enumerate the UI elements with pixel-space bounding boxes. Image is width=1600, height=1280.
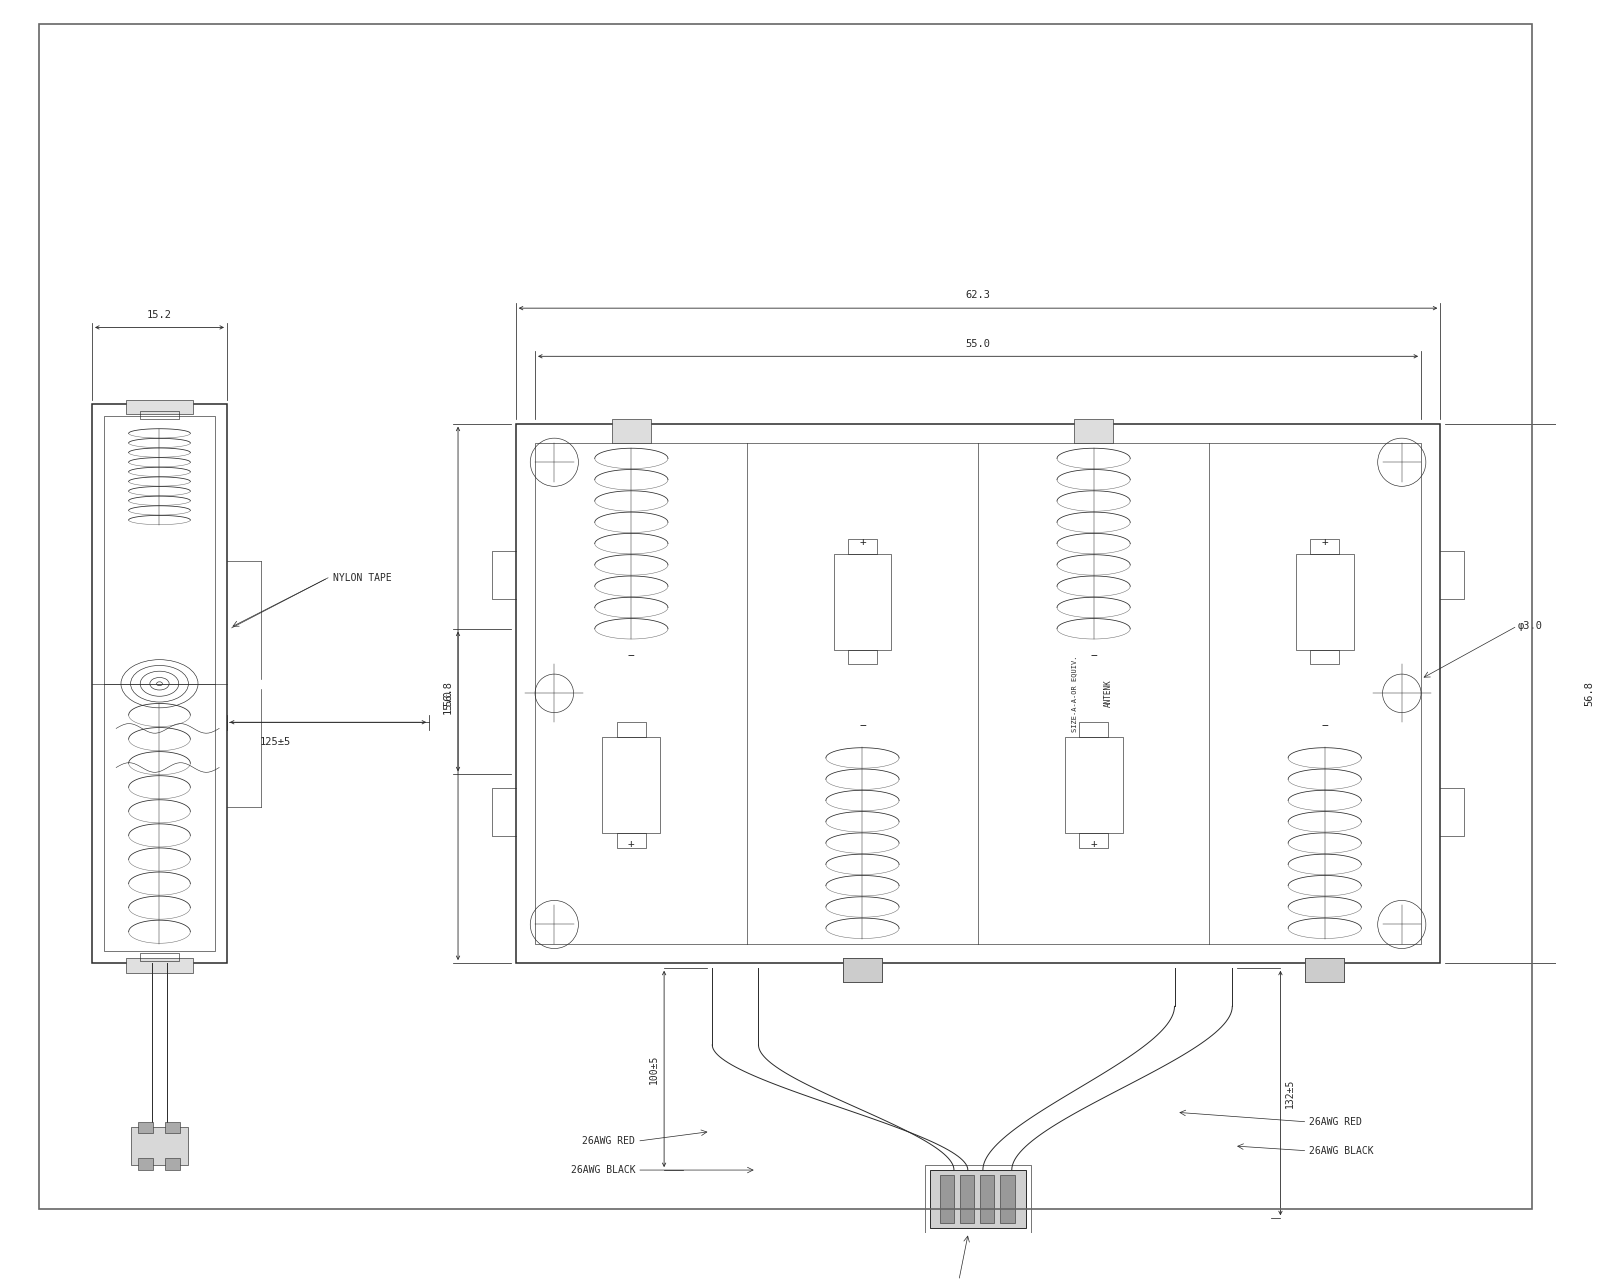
Bar (618, 833, 646, 847)
Bar (1296, 553, 1354, 650)
Text: 56.8: 56.8 (1584, 681, 1595, 705)
Bar (848, 650, 877, 664)
Text: +: + (1322, 538, 1328, 548)
Text: SIZE-A-A-OR EQUIV.: SIZE-A-A-OR EQUIV. (1072, 655, 1077, 732)
Bar (131, 1126, 189, 1165)
Text: 26AWG BLACK: 26AWG BLACK (1309, 1146, 1374, 1156)
Text: 62.3: 62.3 (965, 291, 990, 301)
Text: 56.8: 56.8 (443, 681, 453, 705)
Bar (165, 1158, 179, 1170)
Bar (1306, 959, 1344, 982)
Text: 26AWG BLACK: 26AWG BLACK (571, 1165, 635, 1175)
Text: 132±5: 132±5 (1285, 1078, 1296, 1107)
Text: NYLON TAPE: NYLON TAPE (333, 573, 392, 582)
Bar (1310, 539, 1339, 553)
Bar (1064, 737, 1123, 833)
Bar (979, 1175, 995, 1222)
Bar (618, 722, 646, 737)
Bar (1306, 959, 1344, 982)
Text: 100±5: 100±5 (650, 1055, 659, 1084)
Text: ANTENK: ANTENK (1104, 680, 1112, 708)
Text: +: + (1090, 840, 1098, 850)
Text: +: + (859, 538, 866, 548)
Text: −: − (1322, 721, 1328, 731)
Bar (925, 1165, 1030, 1233)
Bar (1078, 722, 1109, 737)
Text: φ3.0: φ3.0 (1517, 621, 1542, 631)
Text: 125±5: 125±5 (259, 737, 291, 746)
Bar (515, 424, 1440, 963)
Text: 26AWG RED: 26AWG RED (1309, 1117, 1362, 1126)
Bar (834, 553, 891, 650)
Bar (126, 959, 194, 973)
Bar (1078, 833, 1109, 847)
Text: 26AWG RED: 26AWG RED (582, 1137, 635, 1146)
Bar (960, 1175, 974, 1222)
Text: −: − (627, 650, 635, 660)
Text: 15.2: 15.2 (147, 310, 171, 320)
Bar (104, 416, 216, 951)
Bar (939, 1175, 954, 1222)
Bar (141, 411, 179, 419)
Text: 15.0: 15.0 (443, 689, 453, 714)
Bar (843, 959, 882, 982)
Text: −: − (859, 721, 866, 731)
Bar (126, 399, 194, 415)
Bar (534, 443, 1421, 943)
Text: 55.0: 55.0 (965, 339, 990, 348)
Bar (138, 1158, 152, 1170)
Text: −: − (1090, 650, 1098, 660)
Bar (930, 1170, 1026, 1228)
Bar (1074, 419, 1114, 443)
Bar (138, 1121, 152, 1134)
Bar (1000, 1175, 1014, 1222)
Bar (165, 1121, 179, 1134)
Bar (1310, 650, 1339, 664)
Bar (843, 959, 882, 982)
Bar (848, 539, 877, 553)
Bar (613, 419, 651, 443)
Bar (141, 954, 179, 961)
Bar (93, 404, 227, 963)
Text: +: + (627, 840, 635, 850)
Bar (603, 737, 661, 833)
